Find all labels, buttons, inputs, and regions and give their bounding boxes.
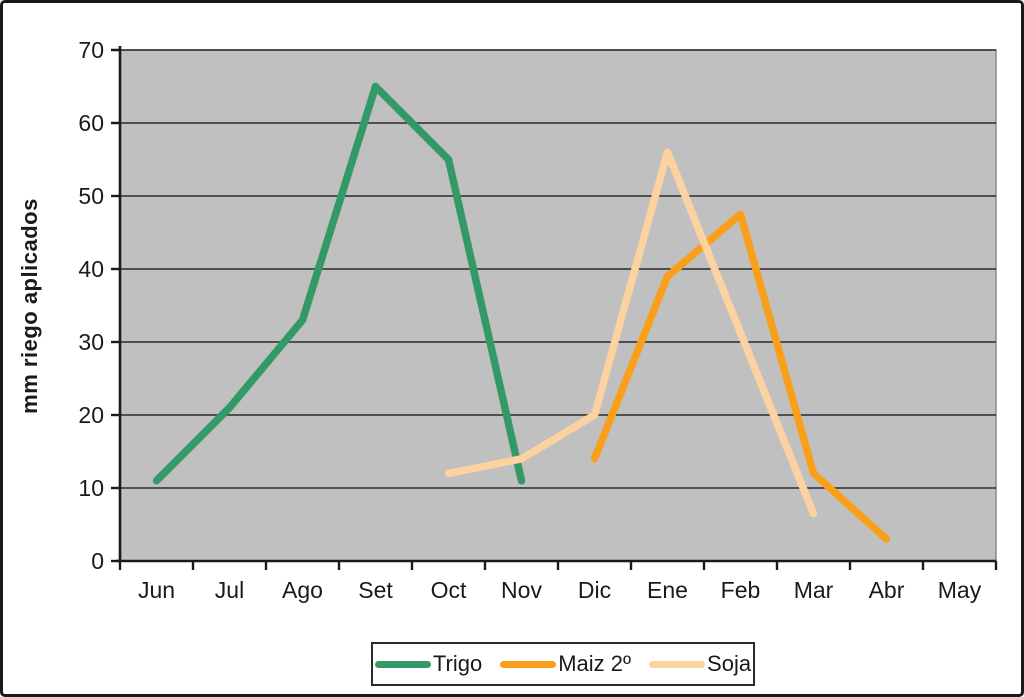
x-tick-label: Set [358, 577, 393, 603]
x-tick-label: Jul [215, 577, 244, 603]
y-tick-label: 0 [91, 548, 104, 574]
legend-item-trigo: Trigo [374, 651, 496, 677]
y-tick-label: 40 [78, 256, 104, 282]
legend: Trigo Maiz 2º Soja [371, 642, 755, 686]
legend-item-soja: Soja [649, 651, 751, 677]
legend-label: Trigo [432, 651, 483, 676]
legend-swatch [374, 660, 431, 668]
legend-label: Maiz 2º [558, 651, 632, 676]
series-line-soja [444, 148, 818, 518]
line-chart-canvas: 0 10 20 30 40 50 60 70 Jun Jul Ago Set Oct Nov Dic Ene F… [78, 37, 998, 603]
x-tick-label: Mar [794, 577, 834, 603]
y-tick-label: 70 [78, 37, 104, 63]
x-tick-label: Oct [431, 577, 467, 603]
series-line-maiz-2- [590, 210, 891, 543]
x-tick-label: Jun [138, 577, 175, 603]
x-tick-label: Abr [869, 577, 905, 603]
y-tick-label: 10 [78, 475, 104, 501]
legend-label: Soja [707, 651, 752, 676]
y-tick-label: 60 [78, 110, 104, 136]
x-tick-label: Nov [501, 577, 542, 603]
x-tick-label: May [938, 577, 982, 603]
plot-area [119, 49, 997, 562]
legend-item-maiz-2-: Maiz 2º [500, 651, 645, 677]
legend-swatch [649, 660, 706, 668]
y-axis-title: mm riego aplicados [17, 198, 42, 414]
y-tick-label: 20 [78, 402, 104, 428]
legend-swatch [500, 660, 557, 668]
x-tick-label: Feb [721, 577, 761, 603]
y-tick-label: 50 [78, 183, 104, 209]
y-tick-label: 30 [78, 329, 104, 355]
x-tick-label: Ago [282, 577, 323, 603]
x-tick-label: Dic [578, 577, 611, 603]
series-line-trigo [152, 82, 526, 485]
x-tick-label: Ene [647, 577, 688, 603]
